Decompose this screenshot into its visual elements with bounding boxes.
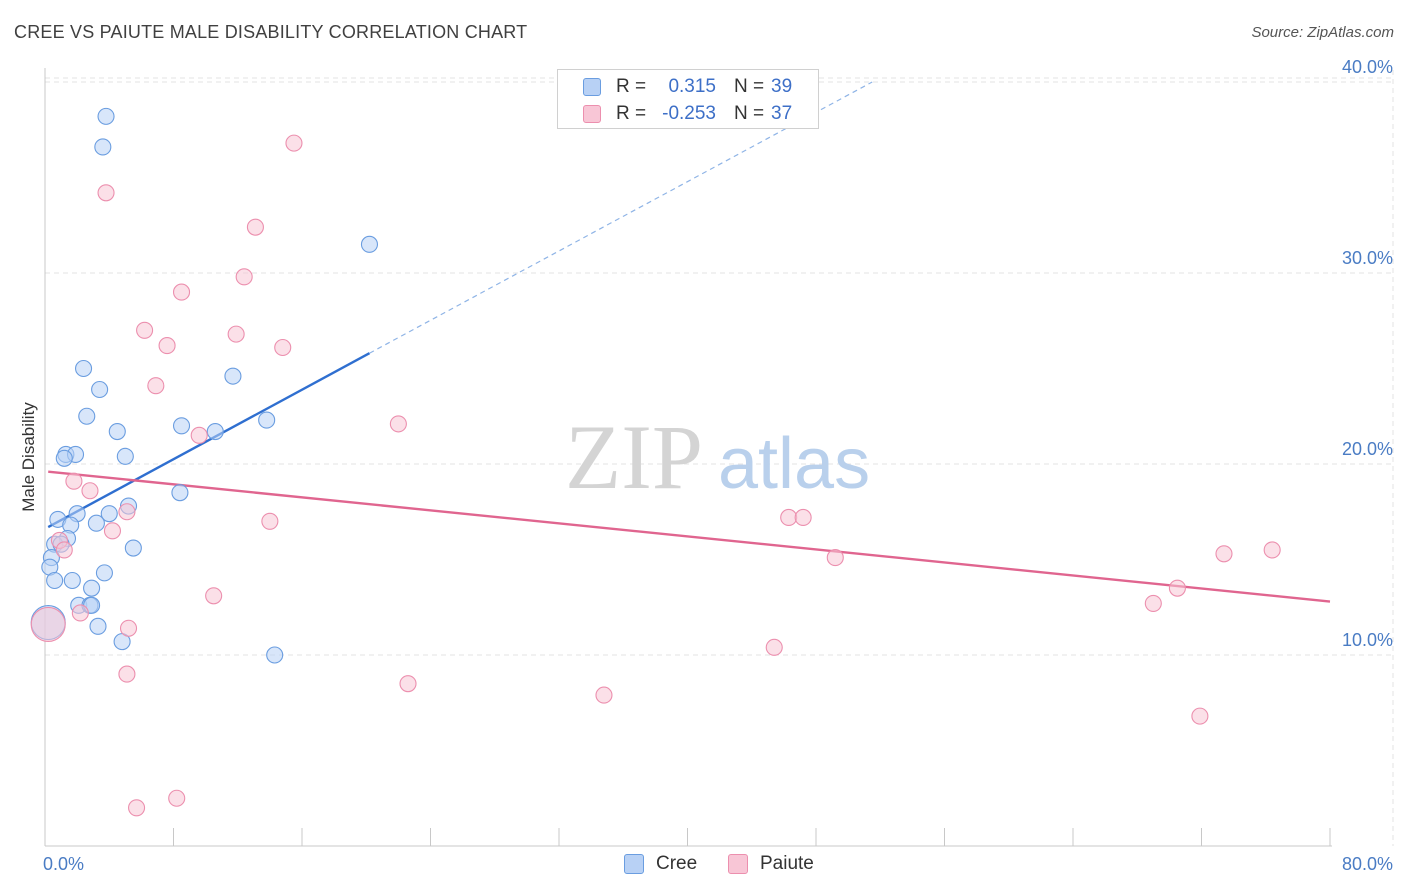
data-point-paiute (205, 587, 223, 605)
series-legend: Cree Paiute (0, 852, 1406, 878)
data-point-cree (97, 107, 115, 125)
chart-source: Source: ZipAtlas.com (1251, 24, 1394, 41)
series-legend-label: Paiute (760, 853, 814, 874)
data-point-cree (108, 422, 126, 441)
data-point-paiute (71, 604, 89, 622)
data-point-paiute (765, 638, 783, 656)
data-point-paiute (190, 426, 208, 444)
data-point-paiute (168, 789, 186, 807)
label-layer: 10.0% 20.0% 30.0% 40.0% 0.0% 80.0% (43, 57, 1393, 874)
data-point-paiute (30, 606, 66, 642)
data-point-paiute (285, 134, 303, 152)
data-point-cree (63, 571, 81, 590)
data-point-cree (124, 539, 142, 557)
data-point-cree (89, 617, 107, 635)
data-point-cree (95, 564, 113, 582)
points-layer (30, 107, 1281, 817)
data-point-paiute (1168, 579, 1186, 597)
data-point-cree (55, 449, 73, 467)
data-point-paiute (1144, 594, 1162, 612)
data-point-cree (171, 484, 189, 502)
data-point-paiute (136, 321, 154, 339)
data-point-cree (360, 235, 379, 253)
legend-r-value: 0.315 (668, 76, 716, 97)
data-point-paiute (81, 482, 99, 500)
data-point-paiute (118, 665, 136, 683)
legend-r-label: R = (616, 103, 647, 124)
series-legend-swatch-cree (624, 854, 644, 874)
watermark: ZIP atlas (565, 406, 870, 508)
legend-swatch-cree (583, 78, 601, 96)
data-point-paiute (158, 337, 176, 355)
data-point-cree (46, 571, 64, 590)
data-point-cree (172, 417, 191, 435)
data-point-paiute (227, 325, 245, 343)
data-point-cree (206, 422, 224, 441)
x-tick-label: 0.0% (43, 854, 84, 874)
legend-n-label: N = (734, 76, 765, 97)
trendline-cree (47, 352, 371, 529)
data-point-paiute (1263, 541, 1281, 559)
data-point-paiute (261, 512, 279, 530)
data-point-paiute (389, 415, 407, 433)
legend-r-label: R = (616, 76, 647, 97)
data-point-paiute (826, 549, 844, 567)
data-point-paiute (147, 377, 165, 395)
axis-layer (44, 68, 1332, 847)
data-point-cree (87, 514, 105, 532)
data-point-cree (75, 359, 93, 378)
data-point-cree (100, 505, 118, 523)
chart-title: CREE VS PAIUTE MALE DISABILITY CORRELATI… (14, 22, 528, 42)
legend-n-value: 39 (771, 76, 793, 97)
watermark-zip-text: ZIP (565, 406, 703, 508)
data-point-cree (78, 407, 96, 425)
y-tick-label: 10.0% (1342, 630, 1393, 650)
y-tick-label: 20.0% (1342, 439, 1393, 459)
data-point-paiute (246, 218, 264, 236)
data-point-paiute (97, 184, 115, 202)
data-point-paiute (595, 686, 613, 704)
data-point-paiute (1215, 545, 1233, 563)
legend-box: R = 0.315 N = 39 R = -0.253 N = 37 (557, 69, 819, 129)
data-point-cree (94, 138, 112, 156)
data-point-paiute (235, 268, 253, 286)
data-point-paiute (274, 338, 292, 357)
x-tick-label: 80.0% (1342, 854, 1393, 874)
data-point-paiute (55, 541, 73, 559)
legend-n-value: 37 (771, 103, 793, 124)
data-point-paiute (65, 472, 83, 490)
data-point-paiute (780, 508, 798, 527)
data-point-paiute (399, 675, 417, 693)
grid-layer (45, 70, 1395, 846)
data-point-cree (266, 646, 284, 664)
legend-row-paiute: R = -0.253 N = 37 (558, 100, 818, 128)
y-tick-label: 30.0% (1342, 248, 1393, 268)
data-point-paiute (128, 799, 146, 817)
data-point-paiute (103, 522, 122, 540)
legend-swatch-paiute (583, 105, 601, 123)
series-legend-label: Cree (656, 853, 698, 874)
y-tick-label: 40.0% (1342, 57, 1393, 77)
data-point-paiute (1191, 707, 1209, 725)
data-point-cree (258, 411, 276, 429)
data-point-cree (91, 380, 109, 399)
data-point-cree (224, 367, 242, 385)
data-point-cree (116, 447, 134, 465)
legend-row-cree: R = 0.315 N = 39 (558, 73, 818, 101)
data-point-cree (83, 579, 101, 597)
watermark-atlas-text: atlas (718, 424, 870, 504)
legend-n-label: N = (734, 103, 765, 124)
data-point-paiute (172, 283, 191, 301)
data-point-paiute (118, 503, 136, 521)
trend-layer (47, 81, 1331, 603)
data-point-paiute (794, 508, 812, 527)
data-point-paiute (119, 619, 138, 637)
series-legend-swatch-paiute (728, 854, 748, 874)
legend-r-value: -0.253 (662, 103, 716, 124)
trendline-paiute (48, 470, 1331, 603)
